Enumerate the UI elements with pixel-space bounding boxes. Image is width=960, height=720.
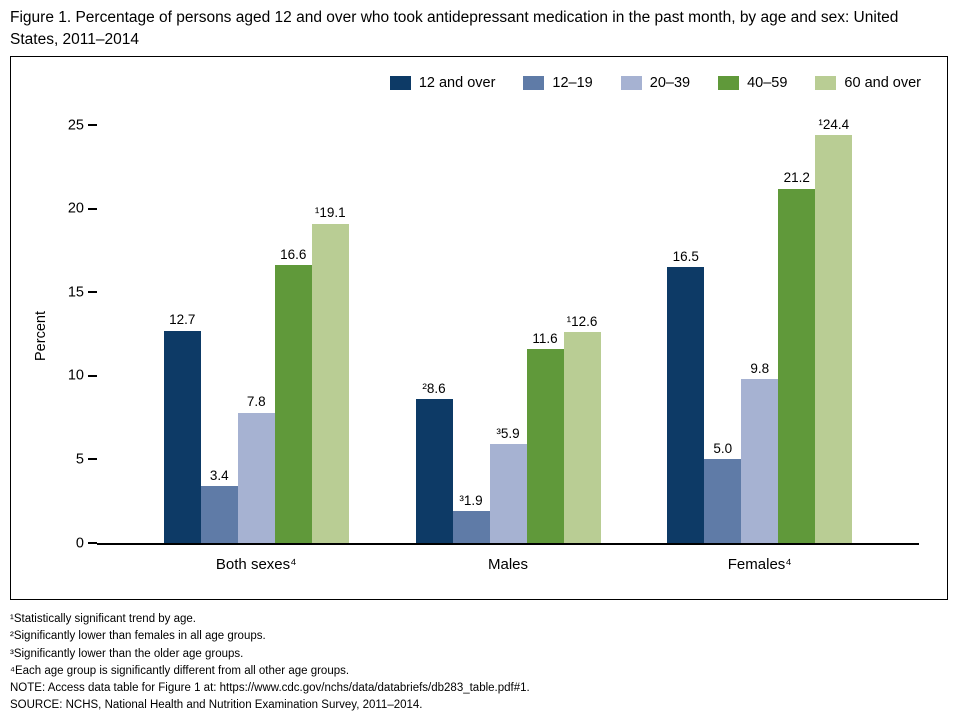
bar-value-label: 11.6 [532,330,558,346]
bar-value-label: ¹19.1 [314,205,346,221]
bar-unit: 5.0 [704,125,742,543]
bar-unit: ²8.6 [415,125,453,543]
legend-swatch-icon [815,76,837,90]
y-tick-label: 0 [75,534,84,551]
y-tick-mark [88,374,97,377]
bar [452,511,490,543]
plot-area: 25 20 15 10 5 0 12.7 3.4 7.8 16.6 ¹19.1 Both sexes⁴… [68,118,919,573]
bar [311,223,349,543]
figure-title: Figure 1. Percentage of persons aged 12 … [10,9,899,48]
bar-value-label: ²8.6 [422,380,446,396]
y-tick-label: 25 [67,116,84,133]
bar-value-label: 12.7 [169,312,196,328]
bar-unit: ³1.9 [452,125,490,543]
legend-swatch-icon [389,76,411,90]
bar-value-label: 9.8 [750,360,770,376]
bar [274,265,312,543]
bar-value-label: ³1.9 [459,492,483,508]
bar-value-label: ³5.9 [496,425,520,441]
footnote-line: NOTE: Access data table for Figure 1 at:… [10,682,530,694]
y-tick-label: 10 [67,367,84,384]
bar-unit: 21.2 [778,125,816,543]
legend-label: 60 and over [844,75,921,91]
footnote-line: ³Significantly lower than the older age … [10,647,244,660]
bar-unit: ¹19.1 [311,125,349,543]
legend-item: 60 and over [815,75,921,91]
bar [741,379,779,543]
bar-value-label: ¹12.6 [566,313,598,329]
chart-frame: 12 and over 12–19 20–39 40–59 60 and over Pe… [10,56,948,600]
legend-swatch-icon [620,76,642,90]
legend-item: 12–19 [523,75,593,91]
y-tick-mark [88,458,97,461]
bar [704,459,742,543]
y-tick-mark [88,291,97,294]
bar-unit: 11.6 [526,125,564,543]
legend-item: 40–59 [718,75,787,91]
bar-value-label: 3.4 [209,467,229,483]
bar-unit: 12.7 [163,125,201,543]
bar [667,267,705,543]
bar-group: 12.7 3.4 7.8 16.6 ¹19.1 Both sexes⁴ [163,125,349,573]
y-tick-mark [88,542,97,544]
bar-unit: ³5.9 [489,125,527,543]
legend-label: 12–19 [552,75,593,91]
bar-group: 16.5 5.0 9.8 21.2 ¹24.4 Females⁴ [667,118,853,573]
y-axis-title: Percent [33,311,49,361]
legend: 12 and over 12–19 20–39 40–59 60 and over [11,75,921,91]
bar [163,330,201,543]
bar-value-label: 16.6 [280,246,307,262]
bar [489,444,527,543]
bar-value-label: 5.0 [713,440,733,456]
legend-swatch-icon [718,76,740,90]
bar [526,349,564,543]
legend-label: 20–39 [649,75,691,91]
y-tick-mark [88,124,97,126]
bar-unit: 16.5 [667,125,705,543]
footnote-line: ²Significantly lower than females in all… [10,630,266,643]
bar-value-label: 7.8 [246,394,266,410]
y-tick-mark [88,207,97,210]
bar [563,332,601,543]
bar [200,486,238,543]
category-label: Both sexes⁴ [215,556,297,573]
y-tick-label: 5 [75,451,84,468]
bar-unit: 9.8 [741,125,779,543]
y-tick-label: 20 [67,200,84,217]
bar [237,412,275,543]
bar-unit: ¹24.4 [815,118,853,543]
bar-unit: ¹12.6 [563,125,601,543]
bar-group: ²8.6 ³1.9 ³5.9 11.6 ¹12.6 Males [415,125,601,573]
footnotes: ¹Statistically significant trend by age.… [10,611,950,715]
footnote-line: SOURCE: NCHS, National Health and Nutrit… [10,699,423,712]
category-label: Females⁴ [727,556,792,573]
bar [415,399,453,543]
bar-value-label: ¹24.4 [818,116,850,132]
bar-value-label: 21.2 [783,170,810,186]
legend-label: 12 and over [418,75,496,91]
legend-swatch-icon [523,76,545,90]
category-label: Males [487,556,528,573]
bar-unit: 16.6 [274,125,312,543]
footnote-line: ¹Statistically significant trend by age. [10,613,197,625]
bar-value-label: 16.5 [672,248,699,264]
bar-unit: 3.4 [200,125,238,543]
y-tick-label: 15 [67,283,84,300]
legend-label: 40–59 [747,75,788,91]
legend-item: 20–39 [620,75,691,91]
bar-unit: 7.8 [237,125,275,543]
footnote-line: ⁴Each age group is significantly differe… [10,664,350,677]
bar [778,188,816,543]
legend-item: 12 and over [389,75,496,91]
bar [815,135,853,543]
